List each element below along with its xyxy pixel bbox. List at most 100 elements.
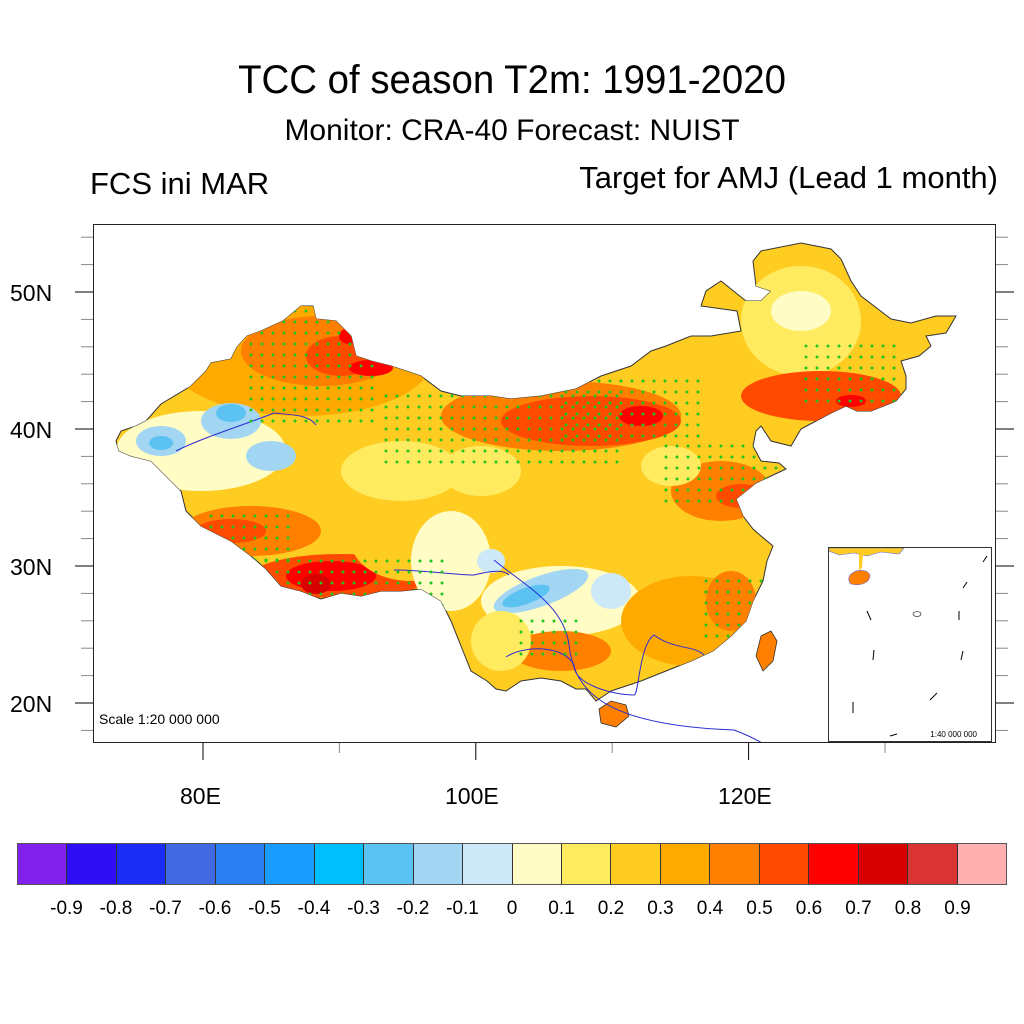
stipple-dot (348, 408, 352, 412)
stipple-dot (552, 630, 556, 634)
colorbar-box (67, 844, 117, 884)
stipple-dot (304, 342, 308, 346)
field-sichuan-blue2 (502, 584, 550, 608)
field-altai-peak2 (339, 328, 359, 344)
stipple-dot (575, 401, 579, 405)
stipple-dot (505, 449, 509, 453)
stipple-dot (752, 455, 756, 459)
stipple-dot (574, 652, 578, 656)
stipple-dot (552, 619, 556, 623)
stipple-dot (396, 559, 400, 563)
stipple-dot (304, 364, 308, 368)
stipple-dot (348, 320, 352, 324)
stipple-dot (630, 423, 634, 427)
stipple-dot (330, 603, 334, 607)
stipple-dot (483, 460, 487, 464)
stipple-dot (848, 355, 852, 359)
stipple-dot (396, 592, 400, 596)
stipple-dot (719, 499, 723, 503)
field-tibet-blue (477, 549, 505, 573)
stipple-dot (741, 466, 745, 470)
stipple-dot (892, 388, 896, 392)
stipple-dot (494, 427, 498, 431)
stipple-dot (815, 388, 819, 392)
stipple-dot (516, 438, 520, 442)
colorbar-tick-label: 0.8 (894, 898, 922, 919)
stipple-dot (530, 630, 534, 634)
colorbar-box (759, 844, 810, 884)
stipple-dot (881, 366, 885, 370)
stipple-dot (586, 401, 590, 405)
stipple-dot (319, 603, 323, 607)
stipple-dot (293, 408, 297, 412)
stipple-dot (428, 449, 432, 453)
stipple-dot (326, 309, 330, 313)
lon-label-80e: 80E (180, 783, 221, 809)
stipple-dot (363, 559, 367, 563)
stipple-dot (315, 342, 319, 346)
stipple-dot (370, 331, 374, 335)
stipple-dot (439, 427, 443, 431)
stipple-dot (685, 412, 689, 416)
stipple-dot (260, 320, 264, 324)
stipple-dot (763, 499, 767, 503)
taiwan-island (755, 630, 778, 672)
stipple-dot (704, 634, 708, 638)
colorbar-tick-label: -0.2 (396, 898, 430, 919)
stipple-dot (282, 397, 286, 401)
stipple-dot (719, 466, 723, 470)
stipple-dot (417, 438, 421, 442)
stipple-dot (209, 525, 213, 529)
stipple-dot (253, 525, 257, 529)
stipple-dot (429, 559, 433, 563)
stipple-dot (249, 397, 253, 401)
lon-label-100e: 100E (445, 783, 499, 809)
stipple-dot (696, 412, 700, 416)
stipple-dot (564, 390, 568, 394)
stipple-dot (505, 394, 509, 398)
stipple-dot (892, 344, 896, 348)
stipple-dot (341, 559, 345, 563)
stipple-dot (439, 405, 443, 409)
stipple-dot (348, 309, 352, 313)
stipple-dot (293, 397, 297, 401)
stipple-dot (315, 331, 319, 335)
stipple-dot (571, 427, 575, 431)
stipple-dot (575, 434, 579, 438)
stipple-dot (315, 408, 319, 412)
stipple-dot (319, 559, 323, 563)
stipple-dot (774, 455, 778, 459)
stipple-dot (575, 379, 579, 383)
yarlung-river (393, 569, 510, 576)
stipple-dot (574, 619, 578, 623)
stipple-dot (286, 514, 290, 518)
stipple-dot (348, 386, 352, 390)
stipple-dot (516, 460, 520, 464)
stipple-dot (282, 375, 286, 379)
stipple-dot (297, 603, 301, 607)
stipple-dot (741, 455, 745, 459)
stipple-dot (826, 388, 830, 392)
stipple-dot (304, 375, 308, 379)
stipple-dot (674, 412, 678, 416)
stipple-dot (406, 427, 410, 431)
inset-leizhou (859, 554, 863, 570)
stipple-dot (619, 390, 623, 394)
stipple-dot (271, 419, 275, 423)
stipple-dot (275, 603, 279, 607)
colorbar-box (957, 844, 1007, 884)
colorbar-tick-label: -0.7 (149, 898, 182, 919)
stipple-dot (715, 601, 719, 605)
stipple-dot (330, 570, 334, 574)
stipple-dot (407, 559, 411, 563)
colorbar-box (660, 844, 711, 884)
stipple-dot (870, 377, 874, 381)
stipple-dot (619, 379, 623, 383)
stipple-dot (429, 570, 433, 574)
stipple-dot (417, 449, 421, 453)
stipple-dot (859, 355, 863, 359)
stipple-dot (385, 570, 389, 574)
stipple-dot (530, 619, 534, 623)
stipple-dot (271, 342, 275, 346)
stipple-dot (370, 375, 374, 379)
